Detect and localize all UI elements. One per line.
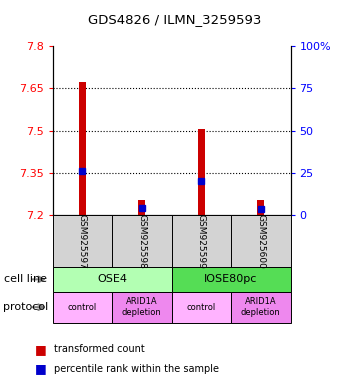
Text: ■: ■ xyxy=(35,343,47,356)
Bar xyxy=(257,200,264,215)
Text: OSE4: OSE4 xyxy=(97,274,127,285)
Text: control: control xyxy=(68,303,97,312)
Bar xyxy=(198,129,205,215)
Text: percentile rank within the sample: percentile rank within the sample xyxy=(54,364,219,374)
Text: cell line: cell line xyxy=(4,274,47,285)
Text: ■: ■ xyxy=(35,362,47,375)
Text: IOSE80pc: IOSE80pc xyxy=(204,274,258,285)
Text: transformed count: transformed count xyxy=(54,344,145,354)
Text: ARID1A
depletion: ARID1A depletion xyxy=(122,298,162,317)
Text: GSM925600: GSM925600 xyxy=(256,214,265,268)
Text: control: control xyxy=(187,303,216,312)
Bar xyxy=(79,82,86,215)
Bar xyxy=(138,200,145,215)
Text: GSM925597: GSM925597 xyxy=(78,214,87,268)
Text: protocol: protocol xyxy=(4,302,49,312)
Text: GDS4826 / ILMN_3259593: GDS4826 / ILMN_3259593 xyxy=(88,13,262,26)
Text: GSM925598: GSM925598 xyxy=(137,214,146,268)
Text: ARID1A
depletion: ARID1A depletion xyxy=(241,298,281,317)
Text: GSM925599: GSM925599 xyxy=(197,214,206,268)
